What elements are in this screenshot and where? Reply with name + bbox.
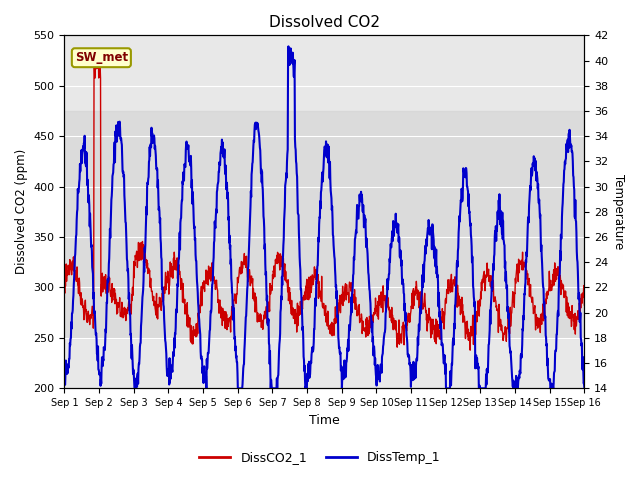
Bar	[65, 111, 584, 338]
Y-axis label: Temperature: Temperature	[612, 174, 625, 250]
Y-axis label: Dissolved CO2 (ppm): Dissolved CO2 (ppm)	[15, 149, 28, 275]
Text: SW_met: SW_met	[75, 51, 128, 64]
X-axis label: Time: Time	[309, 414, 340, 427]
Title: Dissolved CO2: Dissolved CO2	[269, 15, 380, 30]
Legend: DissCO2_1, DissTemp_1: DissCO2_1, DissTemp_1	[194, 446, 446, 469]
